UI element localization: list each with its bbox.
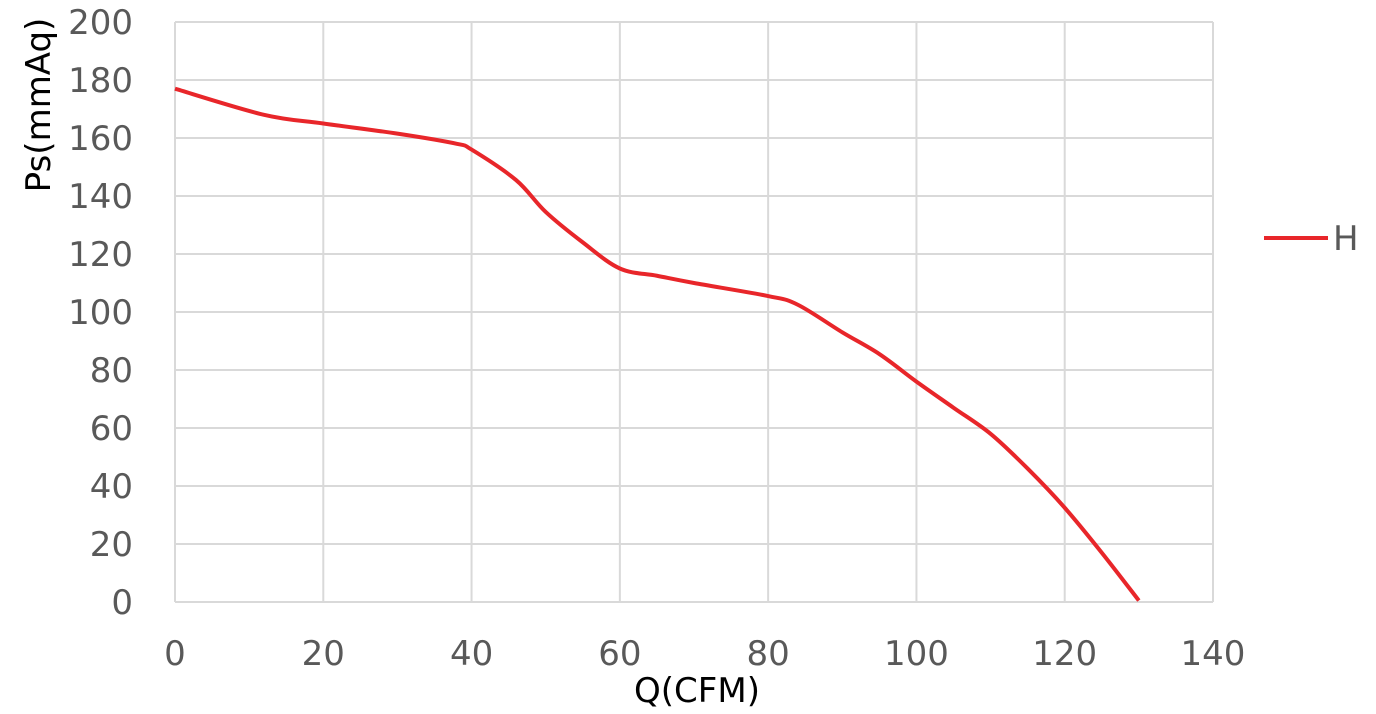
y-tick-label: 140	[68, 177, 133, 217]
y-tick-label: 0	[111, 583, 133, 623]
x-tick-label: 20	[302, 634, 345, 674]
y-tick-label: 100	[68, 293, 133, 333]
grid	[174, 21, 1214, 603]
y-tick-label: 200	[68, 3, 133, 43]
x-tick-label: 120	[1032, 634, 1097, 674]
x-tick-labels: 0 20 40 60 80 100 120 140	[164, 634, 1245, 674]
legend: H	[1264, 219, 1359, 259]
x-tick-label: 100	[884, 634, 949, 674]
legend-label-h: H	[1333, 219, 1359, 259]
y-tick-label: 60	[90, 409, 133, 449]
y-axis-title: Ps(mmAq)	[19, 18, 59, 193]
series-group	[174, 86, 1141, 602]
x-tick-label: 40	[450, 634, 493, 674]
series-line-h	[174, 86, 1141, 602]
x-tick-label: 80	[747, 634, 790, 674]
x-tick-label: 60	[598, 634, 641, 674]
y-tick-label: 80	[90, 351, 133, 391]
y-tick-label: 120	[68, 235, 133, 275]
x-axis-title: Q(CFM)	[634, 671, 760, 711]
y-tick-label: 160	[68, 119, 133, 159]
y-tick-labels: 0 20 40 60 80 100 120 140 160 180 200	[68, 3, 133, 623]
y-tick-label: 180	[68, 61, 133, 101]
x-tick-label: 140	[1181, 634, 1246, 674]
x-tick-label: 0	[164, 634, 186, 674]
y-tick-label: 40	[90, 467, 133, 507]
y-tick-label: 20	[90, 525, 133, 565]
